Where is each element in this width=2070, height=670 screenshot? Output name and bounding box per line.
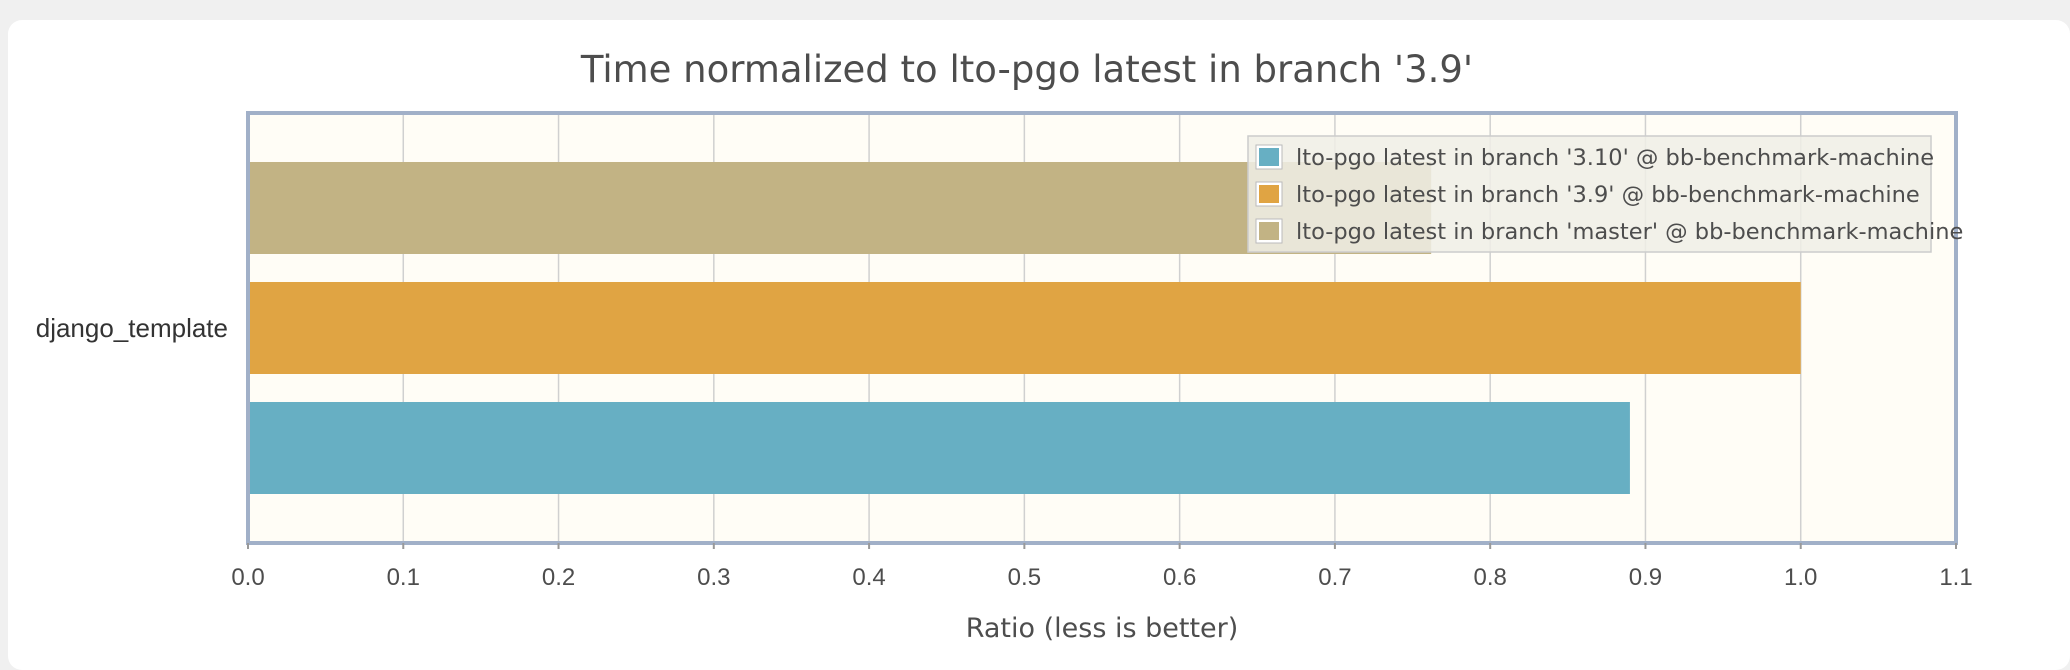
legend-swatch [1259, 222, 1279, 240]
x-tick-label: 0.1 [387, 564, 420, 591]
legend[interactable]: lto-pgo latest in branch '3.10' @ bb-ben… [1247, 135, 1963, 253]
x-axis-ticks: 0.0 0.1 0.2 0.3 0.4 0.5 0.6 0.7 0.8 0.9 1.0 1.1 [231, 543, 1973, 591]
x-tick-label: 1.0 [1784, 564, 1817, 591]
bars [248, 162, 1801, 494]
chart-title: Time normalized to lto-pgo latest in bra… [580, 48, 1473, 91]
x-tick-label: 0.4 [852, 564, 885, 591]
bar-django-template-series-3 [248, 162, 1432, 254]
legend-label: lto-pgo latest in branch '3.10' @ bb-ben… [1296, 145, 1934, 171]
x-tick-label: 0.9 [1629, 564, 1662, 591]
x-tick-label: 0.7 [1318, 564, 1351, 591]
x-tick-label: 1.1 [1939, 564, 1972, 591]
bar-django-template-series-1 [248, 402, 1630, 494]
legend-label: lto-pgo latest in branch '3.9' @ bb-benc… [1296, 182, 1920, 208]
x-tick-label: 0.3 [697, 564, 730, 591]
category-label: django_template [36, 313, 228, 343]
legend-label: lto-pgo latest in branch 'master' @ bb-b… [1296, 219, 1963, 245]
x-tick-label: 0.2 [542, 564, 575, 591]
y-axis-categories: django_template [36, 313, 228, 343]
legend-swatch [1259, 148, 1279, 166]
x-tick-label: 0.6 [1163, 564, 1196, 591]
legend-swatch [1259, 185, 1279, 203]
x-tick-label: 0.5 [1008, 564, 1041, 591]
chart: Time normalized to lto-pgo latest in bra… [36, 48, 1973, 644]
legend-box [1247, 135, 1932, 253]
bar-django-template-series-2 [248, 282, 1801, 374]
x-axis-title: Ratio (less is better) [966, 613, 1239, 644]
plot-border [246, 111, 1958, 545]
x-tick-label: 0.8 [1473, 564, 1506, 591]
x-tick-label: 0.0 [231, 564, 264, 591]
